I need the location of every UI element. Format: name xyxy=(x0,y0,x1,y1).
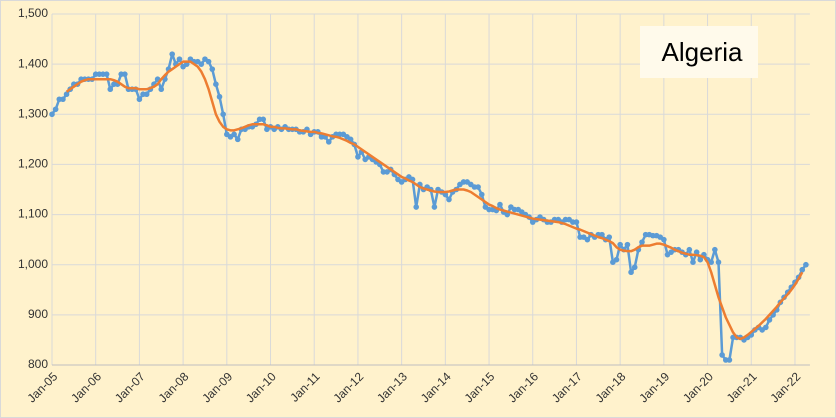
data-point xyxy=(49,111,55,118)
data-point xyxy=(169,51,175,57)
data-point xyxy=(617,241,623,248)
y-tick-label: 1,100 xyxy=(18,207,48,221)
data-point xyxy=(624,241,631,248)
data-point xyxy=(719,352,725,358)
data-point xyxy=(136,96,143,103)
data-point xyxy=(431,204,438,210)
data-point xyxy=(708,259,715,266)
data-point xyxy=(107,86,114,93)
data-point xyxy=(628,269,634,276)
y-tick-label: 800 xyxy=(28,357,48,371)
data-point xyxy=(122,71,128,77)
data-point xyxy=(715,259,722,266)
data-point xyxy=(799,266,806,273)
data-point xyxy=(697,256,704,263)
data-point xyxy=(686,246,693,253)
data-point xyxy=(639,239,645,245)
data-point xyxy=(763,324,769,331)
data-point xyxy=(766,317,773,323)
data-point xyxy=(599,231,605,238)
data-point xyxy=(234,136,241,143)
data-point xyxy=(446,196,452,203)
data-point xyxy=(661,236,667,243)
data-point xyxy=(573,219,580,225)
data-point xyxy=(803,261,809,268)
data-point xyxy=(260,116,267,123)
data-point xyxy=(413,204,420,210)
data-point xyxy=(198,61,205,67)
data-point xyxy=(325,139,332,145)
y-tick-label: 1,300 xyxy=(18,106,48,120)
data-point xyxy=(216,93,223,100)
data-point xyxy=(584,236,591,243)
data-point xyxy=(220,111,226,118)
data-point xyxy=(355,154,361,160)
y-tick-label: 900 xyxy=(28,307,48,321)
data-point xyxy=(52,106,59,113)
data-point xyxy=(209,66,216,72)
y-tick-label: 1,400 xyxy=(18,56,48,70)
data-point xyxy=(176,56,183,62)
data-point xyxy=(693,249,700,255)
title-box xyxy=(640,26,758,78)
data-point xyxy=(478,191,485,198)
data-point xyxy=(497,201,503,208)
series-line xyxy=(65,60,804,341)
data-point xyxy=(631,264,638,271)
data-point xyxy=(690,259,696,266)
data-point xyxy=(60,96,66,103)
data-point xyxy=(726,357,733,363)
data-point xyxy=(712,246,718,253)
data-point xyxy=(143,91,150,98)
data-point xyxy=(231,131,237,138)
data-point xyxy=(213,81,219,87)
data-point xyxy=(475,184,481,190)
data-point xyxy=(205,58,212,65)
y-tick-label: 1,200 xyxy=(18,157,48,171)
data-point xyxy=(158,86,165,93)
data-point xyxy=(606,234,613,240)
y-tick-label: 1,500 xyxy=(18,6,48,20)
data-point xyxy=(103,71,110,77)
chart-title: Algeria xyxy=(662,37,743,67)
y-tick-label: 1,000 xyxy=(18,257,48,271)
data-point xyxy=(63,91,70,98)
data-point xyxy=(613,256,620,263)
